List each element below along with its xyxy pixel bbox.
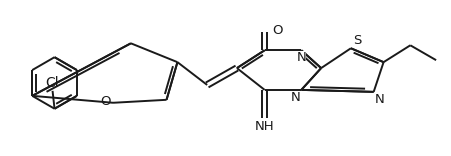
Text: N: N [374, 93, 383, 106]
Text: N: N [290, 91, 299, 104]
Text: Cl: Cl [46, 76, 59, 90]
Text: NH: NH [254, 120, 274, 133]
Text: N: N [296, 51, 305, 64]
Text: S: S [352, 34, 360, 47]
Text: O: O [100, 95, 111, 108]
Text: O: O [272, 24, 282, 37]
